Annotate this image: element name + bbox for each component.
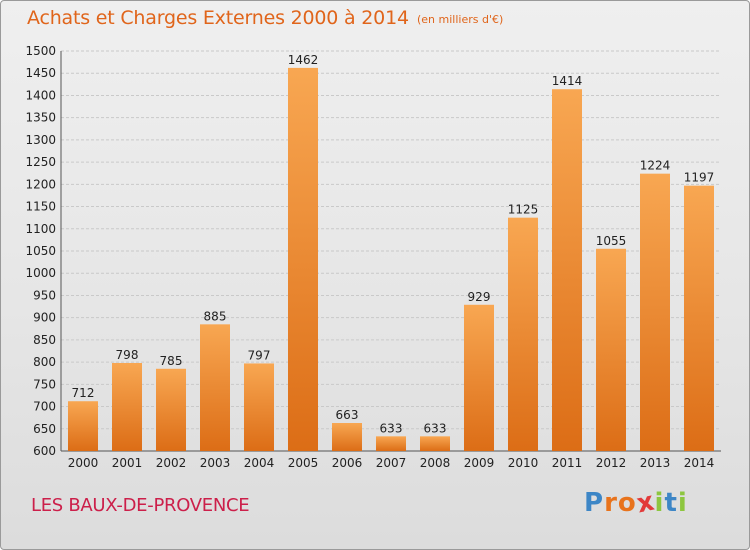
x-tick-label: 2005 <box>288 456 319 470</box>
x-tick-label: 2001 <box>112 456 143 470</box>
y-tick-label: 1000 <box>25 266 56 280</box>
y-tick-label: 800 <box>33 355 56 369</box>
bar-2014 <box>684 185 714 451</box>
data-label: 633 <box>424 421 447 435</box>
x-tick-label: 2010 <box>508 456 539 470</box>
x-tick-label: 2008 <box>420 456 451 470</box>
x-tick-label: 2000 <box>68 456 99 470</box>
y-tick-label: 1050 <box>25 244 56 258</box>
chart-title: Achats et Charges Externes 2000 à 2014 <box>27 7 409 29</box>
bar-2003 <box>200 324 230 451</box>
bar-2013 <box>640 173 670 451</box>
logo-letter: o <box>617 488 637 518</box>
y-tick-label: 1100 <box>25 222 56 236</box>
data-label: 712 <box>72 386 95 400</box>
logo-letter: i <box>654 488 665 518</box>
location-name: LES BAUX-DE-PROVENCE <box>31 495 250 516</box>
y-tick-label: 650 <box>33 422 56 436</box>
bars <box>68 67 714 451</box>
y-tick-label: 950 <box>33 288 56 302</box>
y-tick-label: 600 <box>33 444 56 458</box>
x-tick-label: 2009 <box>464 456 495 470</box>
chart-unit: (en milliers d'€) <box>417 13 504 26</box>
y-tick-label: 1200 <box>25 177 56 191</box>
data-label: 885 <box>204 309 227 323</box>
y-tick-label: 1350 <box>25 111 56 125</box>
data-label: 798 <box>116 348 139 362</box>
x-tick-label: 2011 <box>552 456 583 470</box>
logo-letter: P <box>584 488 605 518</box>
bar-2006 <box>332 423 362 451</box>
bar-2012 <box>596 248 626 451</box>
bar-2011 <box>552 89 582 451</box>
bar-2005 <box>288 67 318 451</box>
data-label: 785 <box>160 354 183 368</box>
logo-letter: r <box>604 488 618 518</box>
y-tick-label: 1150 <box>25 200 56 214</box>
y-tick-label: 700 <box>33 400 56 414</box>
y-tick-label: 1300 <box>25 133 56 147</box>
logo-letter: i <box>677 488 688 518</box>
data-label: 663 <box>336 408 359 422</box>
y-tick-label: 1250 <box>25 155 56 169</box>
bar-2001 <box>112 363 142 451</box>
data-label: 1462 <box>288 53 319 67</box>
x-tick-label: 2006 <box>332 456 363 470</box>
x-tick-label: 2004 <box>244 456 275 470</box>
data-label: 1125 <box>508 203 539 217</box>
x-tick-label: 2007 <box>376 456 407 470</box>
bar-2002 <box>156 368 186 451</box>
data-label: 1414 <box>552 74 583 88</box>
data-label: 1224 <box>640 159 671 173</box>
x-tick-label: 2003 <box>200 456 231 470</box>
data-labels: 712 798 785 885 797 1462 663 633 633 929 1125 1414 1… <box>72 53 715 435</box>
y-tick-label: 1400 <box>25 88 56 102</box>
bar-2010 <box>508 217 538 451</box>
bar-2009 <box>464 304 494 451</box>
x-tick-label: 2013 <box>640 456 671 470</box>
y-tick-label: 850 <box>33 333 56 347</box>
data-label: 797 <box>248 348 271 362</box>
y-tick-label: 900 <box>33 311 56 325</box>
y-tick-label: 750 <box>33 377 56 391</box>
bar-2000 <box>68 401 98 451</box>
x-tick-label: 2014 <box>684 456 715 470</box>
tick-labels: 600 650 700 750 800 850 900 950 1000 1050 1100 1150… <box>25 44 714 470</box>
y-tick-label: 1500 <box>25 44 56 58</box>
x-tick-label: 2002 <box>156 456 187 470</box>
x-tick-label: 2012 <box>596 456 627 470</box>
data-label: 1055 <box>596 234 627 248</box>
data-label: 1197 <box>684 171 715 185</box>
data-label: 633 <box>380 421 403 435</box>
data-label: 929 <box>468 290 491 304</box>
bar-2007 <box>376 436 406 451</box>
logo-letter: t <box>664 488 678 518</box>
bar-2008 <box>420 436 450 451</box>
y-tick-label: 1450 <box>25 66 56 80</box>
proxiti-logo[interactable]: Proxiti <box>584 486 688 519</box>
bar-2004 <box>244 363 274 451</box>
